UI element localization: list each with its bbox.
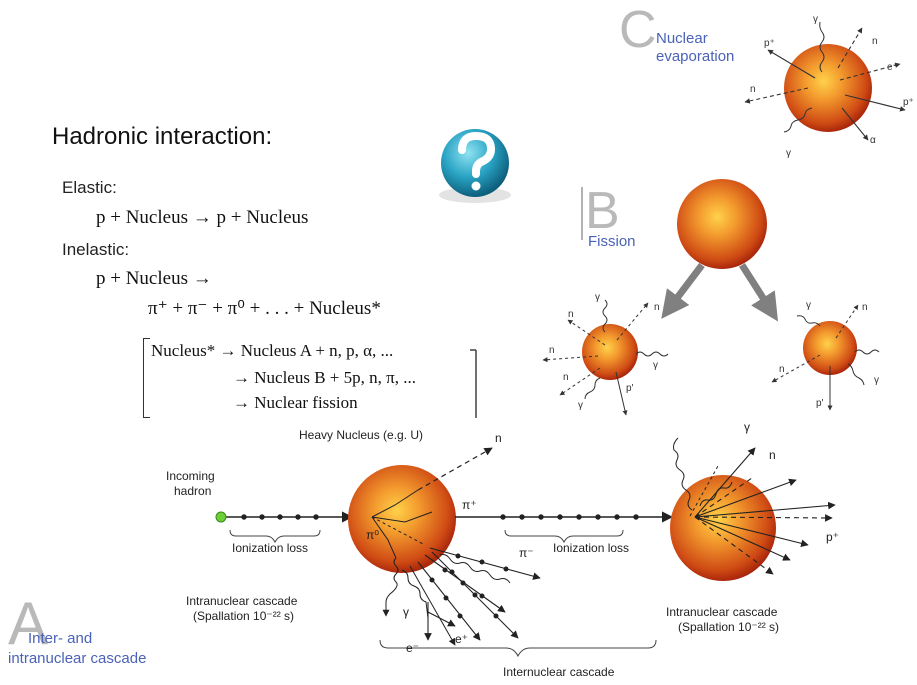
fission-left-n-bottom: n: [563, 372, 569, 383]
panel-a-caption-line2: intranuclear cascade: [8, 650, 147, 667]
cascade-n-right: n: [769, 448, 776, 462]
bracket-line-3: → Nuclear fission: [233, 393, 358, 412]
intranuclear-cascade-1-line2: (Spallation 10⁻²² s): [193, 609, 295, 623]
fission-left-n-top-left: n: [568, 309, 574, 320]
intranuclear-cascade-1-line1: Intranuclear cascade: [186, 594, 298, 608]
fission-left-gamma-bottom: γ: [578, 400, 583, 411]
bracket-line-2: → Nucleus B + 5p, n, π, ...: [233, 368, 416, 387]
evap-gamma-bottom: γ: [786, 148, 791, 159]
inelastic-equation-line1: p + Nucleus →: [96, 268, 212, 289]
cascade-n-top: n: [495, 431, 502, 445]
evap-p-plus-left: p⁺: [764, 38, 775, 49]
panel-c-caption-line2: evaporation: [656, 48, 735, 65]
inelastic-equation-line2: π⁺ + π⁻ + π⁰ + . . . + Nucleus*: [148, 298, 381, 319]
fission-left-gamma-top: γ: [595, 292, 600, 303]
fission-left-p-prime: p': [626, 383, 634, 394]
fission-left-gamma-right: γ: [653, 360, 658, 371]
evap-e-minus: e⁻: [887, 62, 898, 73]
cascade-gamma: γ: [403, 605, 409, 619]
bracket-line-1: Nucleus* → Nucleus A + n, p, α, ...: [151, 341, 394, 360]
evap-alpha: α: [870, 135, 876, 146]
internuclear-cascade-label: Internuclear cascade: [503, 665, 615, 679]
fission-right-gamma-top: γ: [806, 300, 811, 311]
panel-b-letter: B: [585, 182, 620, 240]
incoming-hadron: [215, 511, 227, 523]
panel-c-letter: C: [619, 1, 657, 59]
fission-right-gamma: γ: [874, 375, 879, 386]
intranuclear-cascade-2-line2: (Spallation 10⁻²² s): [678, 620, 780, 634]
panel-c-caption-line1: Nuclear: [656, 30, 708, 47]
fission-parent-nucleus: [677, 179, 767, 269]
fission-left-n-top-right: n: [654, 302, 660, 313]
cascade-e-plus: e⁺: [455, 632, 469, 646]
inelastic-label: Inelastic:: [62, 240, 130, 259]
evap-gamma-top: γ: [813, 14, 818, 25]
fission-right-p-prime: p': [816, 398, 824, 409]
ionization-loss-2: Ionization loss: [553, 541, 630, 555]
help-question-icon: [439, 129, 511, 203]
elastic-equation: p + Nucleus → p + Nucleus: [96, 207, 309, 228]
page-title: Hadronic interaction:: [52, 123, 273, 150]
cascade-p-plus-right: p⁺: [826, 530, 840, 544]
fission-diagram: [542, 179, 880, 416]
cascade-pi-plus: π⁺: [462, 498, 477, 512]
bracket-left: [143, 338, 150, 418]
incoming-hadron-label-2: hadron: [174, 484, 212, 498]
fission-fragment-right: [803, 321, 857, 375]
evaporation-diagram: [744, 21, 906, 141]
cascade-e-minus: e⁻: [406, 641, 420, 655]
elastic-label: Elastic:: [62, 178, 117, 197]
ionization-loss-1: Ionization loss: [232, 541, 309, 555]
cascade-gamma-right: γ: [744, 420, 750, 434]
fission-left-n-left: n: [549, 345, 555, 356]
fission-right-n-left: n: [779, 364, 785, 375]
panel-a-caption-line1: Inter- and: [28, 630, 93, 647]
heavy-nucleus-1: [348, 465, 456, 573]
intranuclear-cascade-2-line1: Intranuclear cascade: [666, 605, 778, 619]
fission-fragment-left: [582, 324, 638, 380]
evap-p-plus-right: p⁺: [903, 97, 914, 108]
cascade-pi-minus: π⁻: [519, 546, 534, 560]
heavy-nucleus-2: [670, 475, 776, 581]
evaporation-nucleus: [784, 44, 872, 132]
incoming-hadron-label-1: Incoming: [166, 469, 215, 483]
evap-n-left: n: [750, 84, 756, 95]
cascade-pi-zero: π⁰: [366, 528, 380, 542]
cascade-diagram: [215, 437, 836, 658]
heavy-nucleus-label: Heavy Nucleus (e.g. U): [299, 428, 424, 442]
fission-right-n-top: n: [862, 302, 868, 313]
panel-a-letter: A: [8, 590, 49, 657]
panel-b-caption: Fission: [588, 233, 636, 250]
evap-n-top-right: n: [872, 36, 878, 47]
